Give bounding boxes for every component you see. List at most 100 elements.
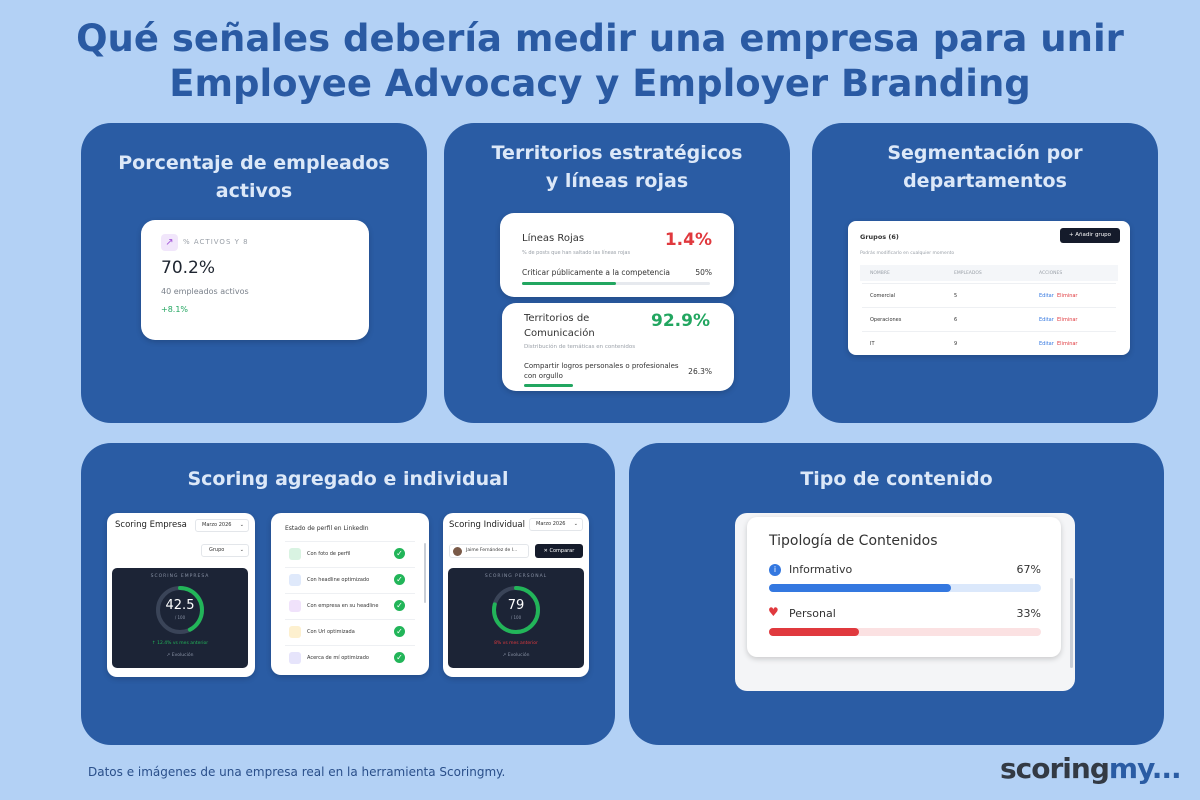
col-employees: EMPLEADOS	[954, 271, 982, 276]
compare-button[interactable]: ✕ Comparar	[535, 544, 583, 558]
active-employees-card: ↗ % ACTIVOS Y 8 70.2% 40 empleados activ…	[141, 220, 369, 340]
profile-item-label: Con foto de perfil	[307, 551, 351, 557]
group-select[interactable]: Grupo ⌄	[201, 544, 249, 557]
headline-icon	[289, 574, 301, 586]
content-type-pct: 33%	[1016, 607, 1041, 620]
profile-item: Con Url optimizada ✓	[285, 619, 415, 643]
item-pct: 50%	[695, 268, 712, 277]
item-label: Compartir logros personales o profesiona…	[524, 362, 679, 380]
card-heading: Líneas Rojas	[522, 233, 585, 244]
groups-hint: Podrás modificarlo en cualquier momento	[860, 251, 955, 256]
url-icon	[289, 626, 301, 638]
score-max: / 100	[510, 615, 522, 620]
score-value: 42.5	[165, 598, 195, 613]
chevron-down-icon: ⌄	[239, 522, 244, 528]
heart-icon: ♥	[768, 605, 779, 619]
panel-title: Scoring agregado e individual	[187, 468, 509, 490]
avatar	[453, 547, 462, 556]
check-icon: ✓	[394, 626, 405, 637]
logo-accent: my...	[1108, 752, 1182, 785]
row-name: Operaciones	[870, 317, 902, 323]
delete-link[interactable]: Eliminar	[1057, 293, 1078, 299]
table-row: IT 9 Editar Eliminar	[862, 331, 1116, 355]
panel-title: Porcentaje de empleados activos	[118, 152, 390, 202]
content-type-label: Personal	[789, 607, 836, 620]
card-desc: Distribución de temáticas en contenidos	[524, 344, 636, 350]
score-delta: ↑ 12.4% vs mes anterior	[151, 641, 209, 646]
profile-status-card: Estado de perfil en LinkedIn Con foto de…	[271, 513, 429, 675]
panel-segmentation: Segmentación por departamentos Grupos (6…	[812, 123, 1158, 423]
score-box: SCORING EMPRESA 42.5 / 100 ↑ 12.4% vs me…	[112, 568, 248, 668]
item-bar-fill	[522, 282, 616, 285]
month-value: Marzo 2026	[536, 521, 566, 527]
check-icon: ✓	[394, 548, 405, 559]
profile-item: Con headline optimizado ✓	[285, 567, 415, 591]
score-value: 79	[507, 598, 525, 613]
trend-icon: ↗	[161, 234, 178, 251]
card-title: Tipología de Contenidos	[769, 533, 938, 549]
red-lines-value: 1.4%	[664, 230, 712, 250]
content-type-label: Informativo	[789, 563, 853, 576]
groups-label: Grupos (6)	[860, 233, 899, 241]
edit-link[interactable]: Editar	[1039, 293, 1054, 299]
row-count: 9	[954, 341, 958, 347]
compare-icon: ✕	[543, 548, 548, 554]
evolution-link[interactable]: ↗ Evolución	[166, 653, 194, 658]
panel-scoring: Scoring agregado e individual Scoring Em…	[81, 443, 615, 745]
scrollbar[interactable]	[1070, 578, 1073, 668]
score-box: SCORING PERSONAL 79 / 100 8% vs mes ante…	[448, 568, 584, 668]
item-bar	[522, 282, 710, 285]
personal-bar	[769, 628, 1041, 636]
check-icon: ✓	[394, 574, 405, 585]
profile-item: Acerca de mí optimizado ✓	[285, 645, 415, 669]
score-max: / 100	[174, 615, 186, 620]
compare-label: Comparar	[549, 548, 575, 554]
score-delta: 8% vs mes anterior	[494, 641, 538, 646]
scoring-empresa-card: Scoring Empresa Marzo 2026 ⌄ Grupo ⌄ SCO…	[107, 513, 255, 677]
scoring-individual-card: Scoring Individual Marzo 2026 ⌄ Jaime Fe…	[443, 513, 589, 677]
evolution-link[interactable]: ↗ Evolución	[502, 653, 530, 658]
person-select[interactable]: Jaime Fernández de l...	[449, 544, 529, 558]
panel-title: Tipo de contenido	[800, 468, 993, 490]
row-name: IT	[870, 341, 875, 347]
metric-sub: 40 empleados activos	[161, 287, 249, 296]
panel-active-employees: Porcentaje de empleados activos ↗ % ACTI…	[81, 123, 427, 423]
photo-icon	[289, 548, 301, 560]
profile-item: Con empresa en su headline ✓	[285, 593, 415, 617]
card-title: Estado de perfil en LinkedIn	[285, 525, 369, 532]
panel-title: Territorios estratégicos y líneas rojas	[491, 142, 743, 192]
metric-delta: +8.1%	[161, 305, 189, 314]
red-lines-card: Líneas Rojas 1.4% % de posts que han sal…	[500, 213, 734, 297]
month-value: Marzo 2026	[202, 522, 232, 528]
logo-main: scoring	[1000, 752, 1110, 785]
content-type-pct: 67%	[1016, 563, 1041, 576]
territories-value: 92.9%	[651, 311, 710, 331]
page-title: Qué señales debería medir una empresa pa…	[76, 17, 1124, 105]
card-title: Scoring Empresa	[115, 520, 187, 530]
edit-link[interactable]: Editar	[1039, 317, 1054, 323]
delete-link[interactable]: Eliminar	[1057, 341, 1078, 347]
card-title: Scoring Individual	[449, 520, 526, 530]
informativo-bar-fill	[769, 584, 952, 592]
company-icon	[289, 600, 301, 612]
territories-card: Territorios de Comunicación 92.9% Distri…	[502, 303, 734, 391]
profile-item-label: Acerca de mí optimizado	[307, 655, 369, 661]
month-select[interactable]: Marzo 2026 ⌄	[529, 518, 583, 531]
delete-link[interactable]: Eliminar	[1057, 317, 1078, 323]
add-group-button[interactable]: + Añadir grupo	[1060, 228, 1120, 243]
card-desc: % de posts que han saltado las líneas ro…	[522, 250, 631, 256]
profile-item-label: Con empresa en su headline	[307, 603, 379, 609]
panel-title: Segmentación por departamentos	[887, 142, 1083, 192]
scrollbar[interactable]	[424, 543, 426, 603]
personal-bar-fill	[769, 628, 859, 636]
score-gauge	[492, 586, 540, 634]
panel-content-type: Tipo de contenido Tipología de Contenido…	[629, 443, 1164, 745]
edit-link[interactable]: Editar	[1039, 341, 1054, 347]
content-type-card: Tipología de Contenidos i Informativo 67…	[747, 517, 1061, 657]
profile-item: Con foto de perfil ✓	[285, 541, 415, 565]
about-icon	[289, 652, 301, 664]
score-label: SCORING PERSONAL	[484, 574, 548, 579]
footer-note: Datos e imágenes de una empresa real en …	[88, 765, 506, 779]
metric-value: 70.2%	[161, 258, 216, 278]
month-select[interactable]: Marzo 2026 ⌄	[195, 519, 249, 532]
